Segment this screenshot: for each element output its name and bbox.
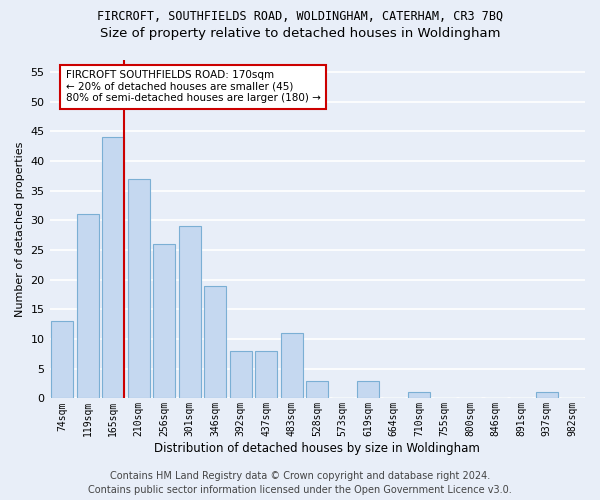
- Bar: [52, 321, 73, 398]
- Bar: [103, 137, 124, 398]
- Text: FIRCROFT SOUTHFIELDS ROAD: 170sqm
← 20% of detached houses are smaller (45)
80% : FIRCROFT SOUTHFIELDS ROAD: 170sqm ← 20% …: [65, 70, 320, 103]
- Bar: [256, 351, 277, 399]
- Text: Contains HM Land Registry data © Crown copyright and database right 2024.
Contai: Contains HM Land Registry data © Crown c…: [88, 471, 512, 495]
- Bar: [77, 214, 98, 398]
- Text: Size of property relative to detached houses in Woldingham: Size of property relative to detached ho…: [100, 28, 500, 40]
- X-axis label: Distribution of detached houses by size in Woldingham: Distribution of detached houses by size …: [154, 442, 480, 455]
- Bar: [128, 178, 149, 398]
- Text: FIRCROFT, SOUTHFIELDS ROAD, WOLDINGHAM, CATERHAM, CR3 7BQ: FIRCROFT, SOUTHFIELDS ROAD, WOLDINGHAM, …: [97, 10, 503, 23]
- Bar: [358, 380, 379, 398]
- Bar: [154, 244, 175, 398]
- Bar: [536, 392, 557, 398]
- Bar: [281, 333, 302, 398]
- Bar: [179, 226, 200, 398]
- Bar: [409, 392, 430, 398]
- Bar: [230, 351, 251, 399]
- Bar: [205, 286, 226, 399]
- Bar: [307, 380, 328, 398]
- Y-axis label: Number of detached properties: Number of detached properties: [15, 142, 25, 317]
